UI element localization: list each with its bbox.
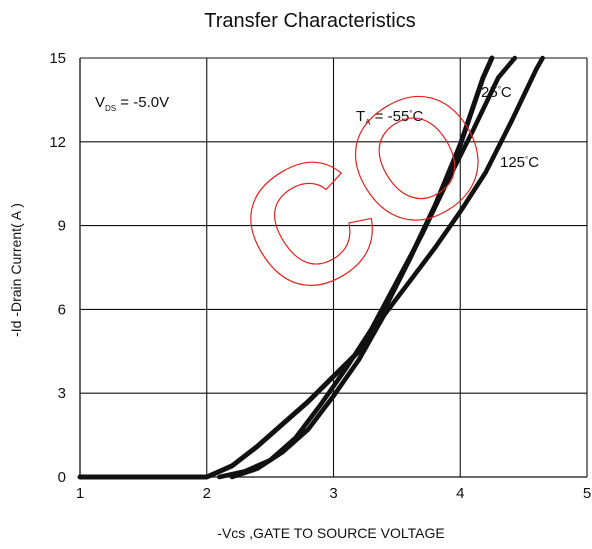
series-layer (77, 55, 545, 480)
y-tick-label-6: 6 (58, 301, 66, 318)
annotation-layer: VDS = -5.0V TA = -55°C 25°C 125°C (95, 84, 539, 171)
x-tick-label-1: 1 (76, 485, 84, 502)
vds-condition-v: V (95, 94, 105, 111)
series-label-25c-degree: ° (498, 85, 501, 94)
x-axis-label: -Vcs ,GATE TO SOURCE VOLTAGE (217, 525, 444, 541)
x-tick-label-2: 2 (203, 485, 211, 502)
vds-condition-value: = -5.0V (116, 94, 169, 111)
series-label-25c: 25°C (481, 84, 512, 101)
series-label-125c: 125°C (500, 154, 539, 171)
y-tick-label-15: 15 (49, 50, 66, 67)
series-label-125c-value: 125 (500, 154, 525, 171)
y-axis-label: -Id -Drain Current( A ) (8, 203, 24, 337)
x-tick-label-5: 5 (583, 485, 591, 502)
series-label-25c-value: 25 (481, 84, 498, 101)
grid-layer (79, 57, 588, 478)
ta-condition-label: TA = -55°C (356, 108, 424, 127)
vds-condition-label: VDS = -5.0V (95, 94, 169, 113)
y-tick-label-9: 9 (58, 218, 66, 235)
watermark-co: CO (207, 43, 524, 339)
ta-condition-degree: ° (409, 109, 412, 118)
series-label-125c-unit: C (528, 154, 539, 171)
ta-condition-t: T (356, 108, 365, 125)
ta-condition-value: = -55 (371, 108, 410, 125)
y-tick-label-3: 3 (58, 385, 66, 402)
y-tick-label-0: 0 (58, 469, 66, 486)
series-label-125c-degree: ° (525, 155, 528, 164)
ta-condition-subscript: A (365, 118, 371, 127)
vds-condition-subscript: DS (105, 104, 116, 113)
x-tick-label-4: 4 (456, 485, 464, 502)
series-line-0 (77, 55, 495, 480)
y-tick-label-12: 12 (49, 134, 66, 151)
series-label-25c-unit: C (501, 84, 512, 101)
chart-title: Transfer Characteristics (204, 10, 416, 32)
ta-condition-unit: C (413, 108, 424, 125)
x-tick-label-3: 3 (329, 485, 337, 502)
series-line-2 (229, 55, 545, 480)
